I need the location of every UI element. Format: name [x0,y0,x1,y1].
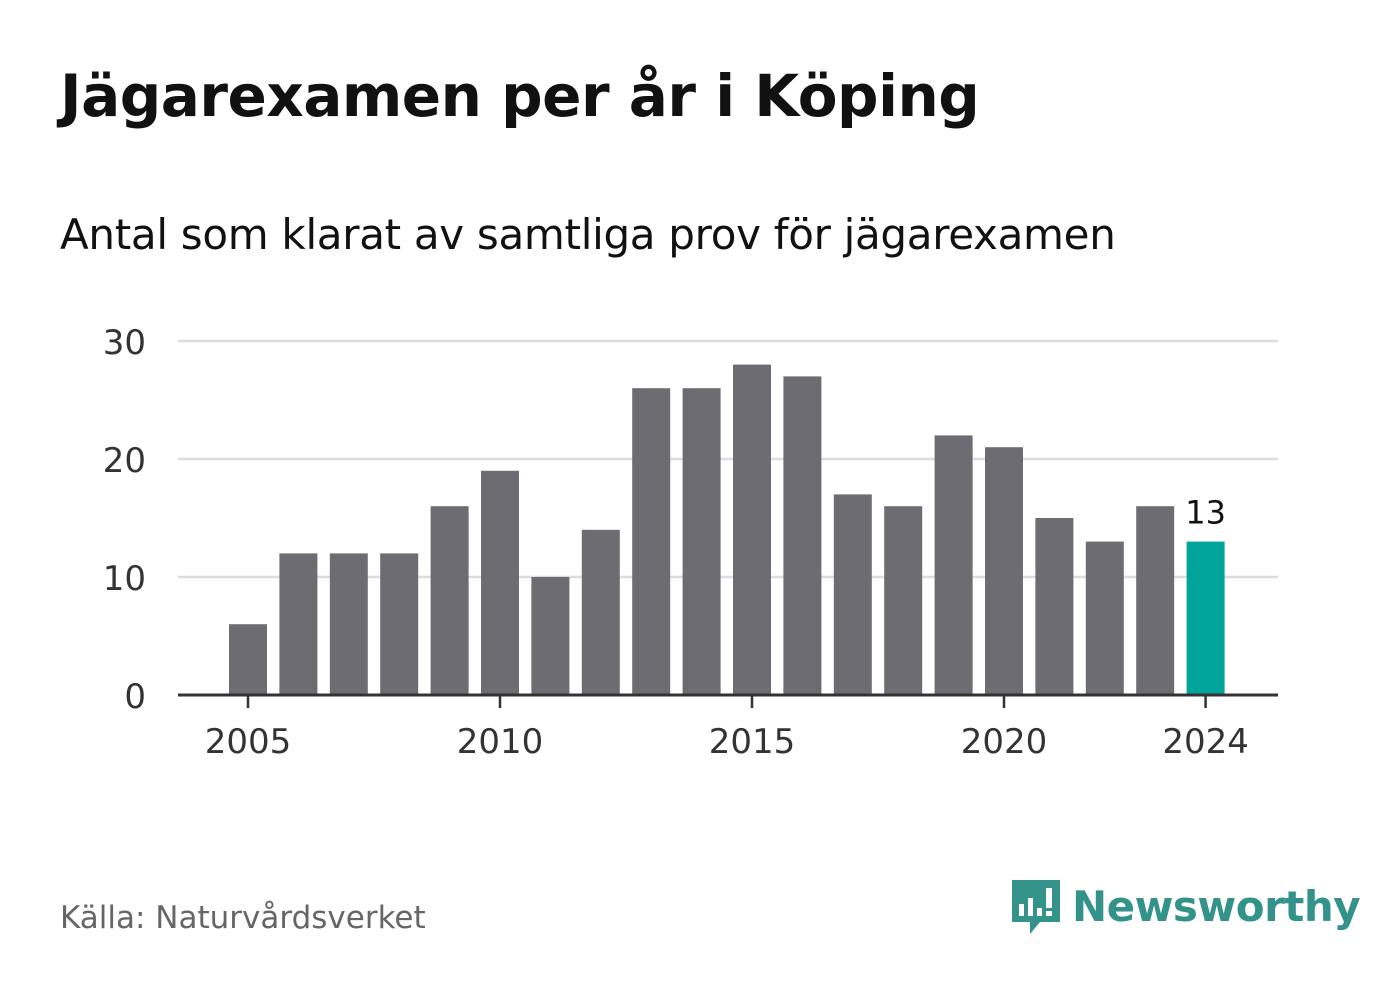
y-tick-label: 20 [103,441,146,481]
bar [783,376,822,695]
x-tick-label: 2010 [457,722,544,762]
y-tick-label: 10 [103,559,146,599]
data-label: 13 [1185,494,1226,532]
bar [833,494,872,695]
bar [632,388,671,695]
bar [682,388,721,695]
y-tick-label: 0 [124,677,146,717]
bar [279,553,318,695]
bar [430,506,469,695]
brand-logo: Newsworthy [1010,876,1361,936]
x-tick-label: 2005 [205,722,292,762]
bar-highlight [1186,541,1225,695]
bar [1085,541,1124,695]
y-tick-label: 30 [103,323,146,363]
chart-subtitle: Antal som klarat av samtliga prov för jä… [60,210,1116,259]
bar [934,435,973,695]
bar [581,529,620,695]
x-tick-label: 2015 [709,722,796,762]
bar [1136,506,1175,695]
bar [985,447,1023,695]
chart-title: Jägarexamen per år i Köping [60,62,980,130]
bar [481,470,519,695]
bar-chart: 0 10 20 30 13 2005 2010 2015 2020 2024 [103,323,1278,762]
source-note: Källa: Naturvårdsverket [60,900,426,936]
bar [733,364,771,695]
bar [229,624,267,695]
newsworthy-logo-icon [1012,880,1060,934]
bar [1035,518,1074,695]
bar [329,553,368,695]
bar [380,553,419,695]
bar [531,577,570,695]
bar [884,506,923,695]
brand-name: Newsworthy [1072,881,1361,931]
x-tick-label: 2024 [1162,722,1249,762]
x-tick-label: 2020 [961,722,1048,762]
